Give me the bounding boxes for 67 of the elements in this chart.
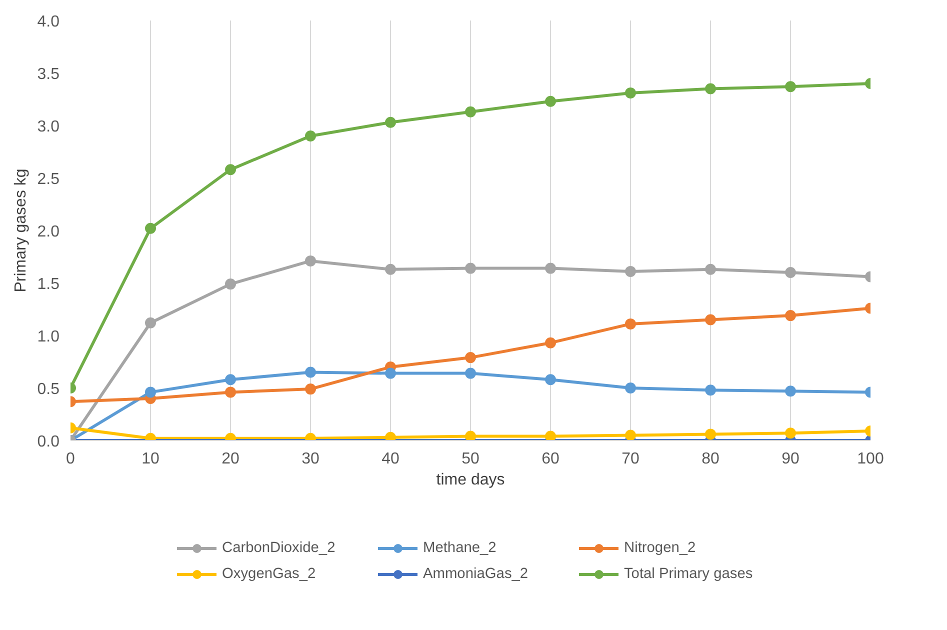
point	[625, 266, 636, 277]
point	[385, 116, 396, 128]
y-tick-label: 3.0	[37, 118, 60, 136]
point	[145, 222, 156, 234]
legend-label: OxygenGas_2	[222, 566, 317, 582]
legend-label: Methane_2	[422, 540, 498, 556]
x-tick-label: 10	[142, 450, 160, 468]
x-tick-label: 50	[462, 450, 480, 468]
y-tick-label: 0.0	[37, 434, 60, 450]
legend-label: CarbonDioxide_2	[222, 540, 336, 556]
point	[225, 386, 236, 398]
point	[305, 384, 316, 395]
x-tick-label: 60	[542, 450, 560, 468]
legend-label: Total Primary gases	[624, 566, 754, 582]
x-tick-label: 30	[302, 450, 320, 468]
y-tick-label: 2.0	[37, 224, 60, 240]
point	[625, 382, 636, 394]
point	[705, 83, 716, 94]
point	[545, 337, 556, 348]
point	[545, 430, 556, 440]
point	[145, 317, 156, 328]
x-tick-label: 90	[782, 450, 800, 468]
point	[465, 262, 476, 274]
point	[625, 87, 636, 98]
point	[305, 130, 316, 142]
point	[305, 255, 316, 266]
y-tick-label: 1.5	[37, 276, 60, 293]
x-tick-label: 40	[382, 450, 400, 468]
point	[625, 318, 636, 330]
x-axis-title: time days	[436, 472, 505, 488]
point	[225, 374, 236, 386]
point	[705, 428, 716, 440]
y-tick-label: 1.0	[37, 328, 60, 346]
x-tick-label: 0	[66, 450, 76, 468]
x-tick-label: 70	[622, 450, 640, 468]
point	[625, 430, 636, 440]
point	[785, 267, 796, 278]
x-tick-label: 100	[857, 450, 884, 468]
point	[225, 164, 236, 176]
y-tick-label: 0.5	[37, 381, 60, 398]
point	[305, 366, 316, 378]
point	[385, 368, 396, 379]
point	[465, 106, 476, 118]
x-tick-label: 20	[222, 450, 240, 468]
point	[705, 314, 716, 326]
y-axis-title: Primary gases kg	[12, 168, 30, 292]
point	[385, 432, 396, 440]
point	[705, 264, 716, 275]
point	[465, 430, 476, 440]
x-tick-label: 80	[702, 450, 720, 468]
point	[545, 96, 556, 107]
point	[465, 352, 476, 364]
y-tick-label: 2.5	[37, 171, 60, 188]
point	[545, 374, 556, 386]
point	[785, 386, 796, 397]
point	[385, 264, 396, 275]
point	[705, 384, 716, 396]
point	[145, 386, 156, 398]
y-tick-label: 4.0	[37, 14, 60, 30]
legend-label: AmmoniaGas_2	[422, 566, 530, 582]
point	[225, 278, 236, 290]
point	[785, 310, 796, 322]
point	[465, 368, 476, 379]
point	[545, 262, 556, 274]
legend-label: Nitrogen_2	[624, 540, 697, 556]
y-tick-label: 3.5	[37, 66, 60, 83]
point	[785, 81, 796, 92]
